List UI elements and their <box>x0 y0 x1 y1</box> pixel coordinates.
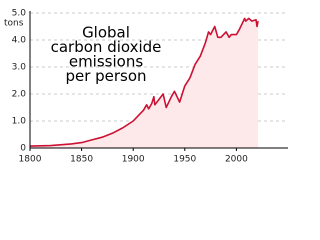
chart: tons 0 1.0 2.0 3.0 4.0 5.0 1800 1850 1900 1950 200… <box>4 9 288 165</box>
x-tick-label: 1800 <box>19 155 42 165</box>
y-tick-label: 0 <box>20 144 26 154</box>
y-unit-label: tons <box>4 19 24 29</box>
y-tick-label: 4.0 <box>12 36 27 46</box>
chart-title: Global <box>82 24 130 42</box>
y-tick-label: 3.0 <box>12 63 27 73</box>
area-fill <box>30 18 259 149</box>
y-tick-label: 5.0 <box>12 9 27 19</box>
chart-title: emissions <box>69 53 143 71</box>
line <box>29 17 259 147</box>
chart-title: per person <box>65 67 146 85</box>
x-tick-label: 2000 <box>225 155 248 165</box>
x-tick-label: 1850 <box>70 155 93 165</box>
x-tick-label: 1900 <box>122 155 145 165</box>
y-tick-label: 2.0 <box>12 90 27 100</box>
x-tick-label: 1950 <box>173 155 196 165</box>
y-tick-label: 1.0 <box>12 117 27 127</box>
chart-title: carbon dioxide <box>51 38 162 56</box>
